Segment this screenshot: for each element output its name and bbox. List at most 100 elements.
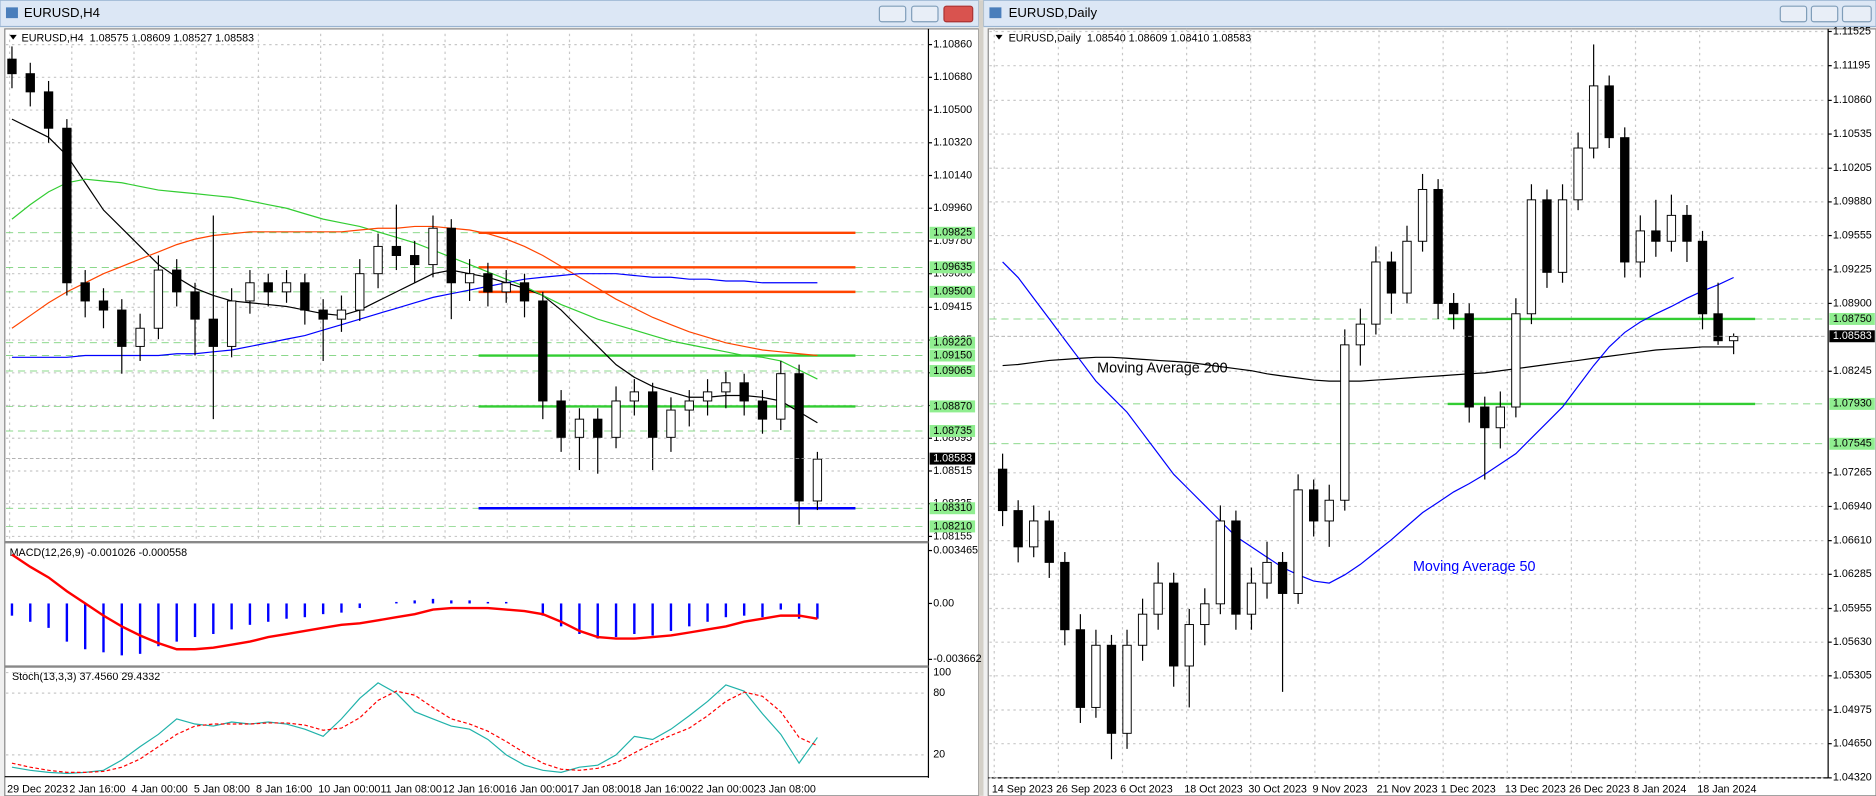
y-tick-label: 1.10205 xyxy=(1833,162,1872,174)
candle-body xyxy=(1651,230,1661,242)
current-price-bg xyxy=(1829,330,1875,343)
candle-body xyxy=(373,245,383,275)
candle-body xyxy=(1448,302,1459,315)
level-label: 1.09635 xyxy=(933,261,972,273)
y-tick-label: 1.08900 xyxy=(1833,297,1872,309)
x-tick-label: 9 Nov 2023 xyxy=(1312,784,1367,796)
candle-body xyxy=(611,400,621,438)
candle-body xyxy=(355,273,365,311)
level-label: 1.08870 xyxy=(933,400,972,412)
y-tick-label: 0.003465 xyxy=(933,544,978,556)
candle-body xyxy=(410,255,420,266)
candle-body xyxy=(1324,499,1334,522)
candle-body xyxy=(1417,188,1428,242)
chart-area xyxy=(4,28,980,796)
level-label-bg xyxy=(929,349,976,362)
y-tick-label: 1.11525 xyxy=(1833,25,1871,37)
candle-body xyxy=(1044,520,1054,563)
x-tick-label: 8 Jan 16:00 xyxy=(256,784,312,796)
candle-body xyxy=(1433,188,1443,304)
x-tick-label: 13 Dec 2023 xyxy=(1505,784,1566,796)
candle-body xyxy=(501,282,511,293)
candle-body xyxy=(1557,199,1568,273)
x-tick-label: 29 Dec 2023 xyxy=(7,784,68,796)
candle-body xyxy=(190,291,200,320)
candle-body xyxy=(153,269,164,329)
maximize-button[interactable] xyxy=(911,5,939,23)
y-tick-label: 1.10535 xyxy=(1833,128,1872,140)
candle-body xyxy=(1293,489,1303,594)
level-label: 1.08735 xyxy=(933,425,972,437)
level-label-bg xyxy=(929,424,976,437)
x-tick-label: 10 Jan 00:00 xyxy=(318,784,380,796)
candle-body xyxy=(1713,313,1723,342)
candle-body xyxy=(391,245,402,256)
y-tick-label: 1.06285 xyxy=(1833,568,1872,580)
candle-body xyxy=(446,227,456,284)
stoch-label: Stoch(13,3,3) 37.4560 29.4332 xyxy=(12,671,160,683)
y-tick-label: 1.10500 xyxy=(933,104,972,116)
candle-body xyxy=(574,418,585,438)
window-icon xyxy=(5,7,18,19)
level-label: 1.09150 xyxy=(933,349,972,361)
x-tick-label: 18 Oct 2023 xyxy=(1184,784,1243,796)
y-tick-label: 1.04320 xyxy=(1833,772,1872,784)
candle-body xyxy=(1091,644,1101,708)
candle-body xyxy=(1169,582,1179,667)
current-price-bg xyxy=(929,452,976,465)
x-tick-label: 4 Jan 00:00 xyxy=(132,784,188,796)
candle-body xyxy=(1122,644,1132,734)
candle-body xyxy=(1480,406,1490,429)
candle-body xyxy=(1215,520,1226,605)
candle-body xyxy=(1060,561,1070,631)
y-tick-label: 80 xyxy=(933,687,945,699)
candle-body xyxy=(1137,613,1148,646)
x-tick-label: 26 Dec 2023 xyxy=(1569,784,1630,796)
candle-body xyxy=(556,400,566,438)
candle-body xyxy=(629,391,640,402)
x-tick-label: 16 Jan 00:00 xyxy=(505,784,567,796)
candle-body xyxy=(1106,644,1117,734)
candle-body xyxy=(1200,603,1210,626)
candle-body xyxy=(245,282,255,302)
window-title: EURUSD,Daily xyxy=(1009,5,1098,20)
moving-average xyxy=(1002,261,1734,584)
minimize-button[interactable] xyxy=(878,5,907,23)
candle-body xyxy=(1184,624,1194,667)
stoch-main xyxy=(11,682,818,775)
y-tick-label: 100 xyxy=(933,666,951,678)
y-tick-label: 1.06610 xyxy=(1833,534,1872,546)
close-button[interactable] xyxy=(943,5,974,23)
level-label-bg xyxy=(1829,312,1875,325)
candle-body xyxy=(1635,230,1645,263)
candle-body xyxy=(80,282,90,302)
candle-body xyxy=(1604,85,1614,139)
candle-body xyxy=(1340,344,1350,501)
candle-body xyxy=(172,269,182,293)
level-label: 1.09220 xyxy=(933,337,972,349)
moving-average xyxy=(1002,346,1734,382)
x-tick-label: 8 Jan 2024 xyxy=(1633,784,1686,796)
current-price-label: 1.08583 xyxy=(933,452,972,464)
level-label: 1.08210 xyxy=(933,520,972,532)
maximize-button[interactable] xyxy=(1810,5,1839,23)
x-tick-label: 11 Jan 08:00 xyxy=(380,784,441,796)
close-button[interactable] xyxy=(1841,5,1872,23)
candle-body xyxy=(538,300,548,402)
candle-body xyxy=(1029,520,1039,548)
x-tick-label: 22 Jan 00:00 xyxy=(692,784,754,796)
y-tick-label: 1.10860 xyxy=(1833,94,1872,106)
x-tick-label: 17 Jan 08:00 xyxy=(567,784,629,796)
dropdown-arrow[interactable] xyxy=(9,34,17,40)
candle-body xyxy=(135,327,145,347)
moving-average xyxy=(11,225,818,357)
level-label: 1.08310 xyxy=(933,502,972,514)
candle-body xyxy=(1728,336,1739,342)
level-label-bg xyxy=(929,285,976,298)
x-tick-label: 30 Oct 2023 xyxy=(1248,784,1307,796)
minimize-button[interactable] xyxy=(1779,5,1808,23)
x-tick-label: 18 Jan 16:00 xyxy=(629,784,691,796)
dropdown-arrow[interactable] xyxy=(995,34,1003,40)
candle-body xyxy=(300,282,310,311)
